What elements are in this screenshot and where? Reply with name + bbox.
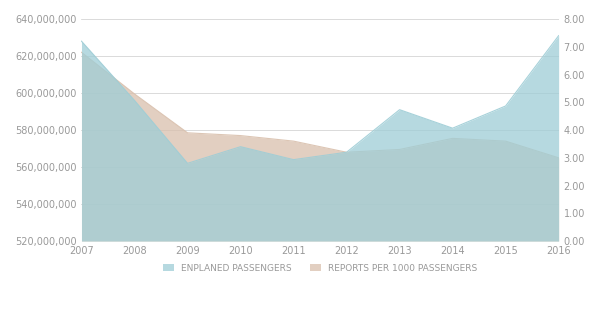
Legend: ENPLANED PASSENGERS, REPORTS PER 1000 PASSENGERS: ENPLANED PASSENGERS, REPORTS PER 1000 PA… (160, 260, 481, 277)
